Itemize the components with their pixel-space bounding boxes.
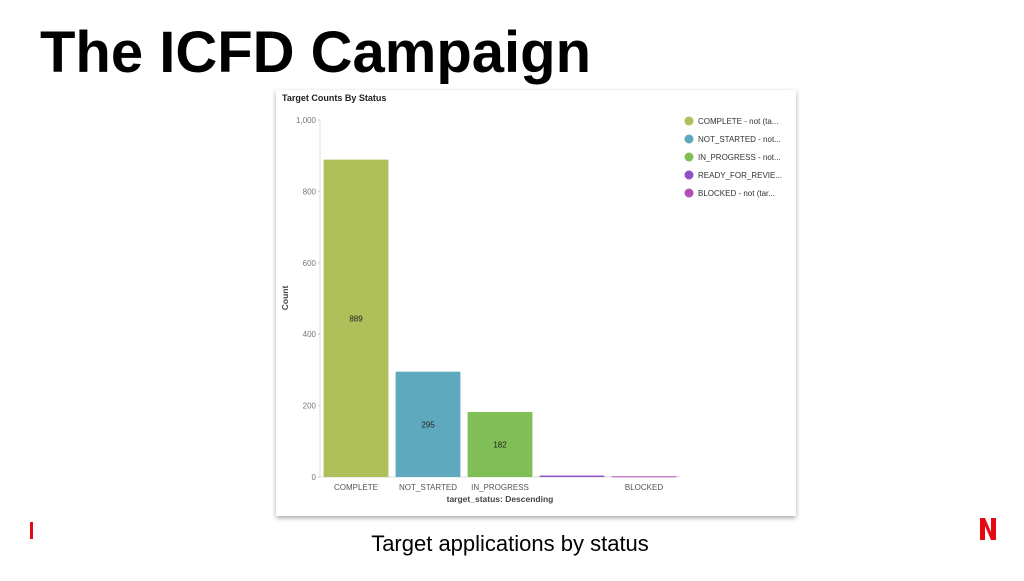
x-tick-label: BLOCKED bbox=[625, 483, 663, 492]
bar bbox=[467, 412, 533, 477]
legend-swatch bbox=[684, 188, 694, 198]
y-tick-label: 400 bbox=[303, 330, 317, 339]
legend-swatch bbox=[684, 170, 694, 180]
legend-label: READY_FOR_REVIE... bbox=[698, 171, 782, 180]
bar bbox=[323, 159, 389, 477]
legend: COMPLETE - not (ta... NOT_STARTED - not..… bbox=[684, 116, 782, 198]
x-axis-label: target_status: Descending bbox=[447, 494, 554, 504]
slide-title: The ICFD Campaign bbox=[40, 20, 591, 85]
legend-label: NOT_STARTED - not... bbox=[698, 135, 781, 144]
bar bbox=[395, 371, 461, 477]
data-label: 295 bbox=[421, 420, 435, 429]
y-axis-label: Count bbox=[280, 286, 290, 311]
bar bbox=[611, 476, 677, 478]
logo bbox=[980, 518, 996, 540]
x-tick-label: NOT_STARTED bbox=[399, 483, 457, 492]
legend-swatch bbox=[684, 152, 694, 162]
bar bbox=[539, 475, 605, 477]
y-tick-label: 200 bbox=[303, 402, 317, 411]
legend-label: BLOCKED - not (tar... bbox=[698, 189, 775, 198]
legend-label: IN_PROGRESS - not... bbox=[698, 153, 781, 162]
accent-bar bbox=[30, 522, 33, 539]
chart-title: Target Counts By Status bbox=[282, 93, 386, 103]
x-tick-label: COMPLETE bbox=[334, 483, 378, 492]
plot-area: 0 200 400 600 800 1,000 COMPLETE 889 NOT_STARTED… bbox=[296, 116, 680, 492]
y-tick-label: 1,000 bbox=[296, 116, 317, 125]
legend-label: COMPLETE - not (ta... bbox=[698, 117, 778, 126]
x-tick-label: IN_PROGRESS bbox=[471, 483, 529, 492]
data-label: 889 bbox=[349, 314, 363, 323]
y-tick-label: 800 bbox=[303, 187, 317, 196]
legend-swatch bbox=[684, 134, 694, 144]
data-label: 182 bbox=[493, 441, 507, 450]
caption: Target applications by status bbox=[371, 531, 649, 556]
legend-swatch bbox=[684, 116, 694, 126]
y-tick-label: 0 bbox=[312, 473, 317, 482]
y-tick-label: 600 bbox=[303, 259, 317, 268]
